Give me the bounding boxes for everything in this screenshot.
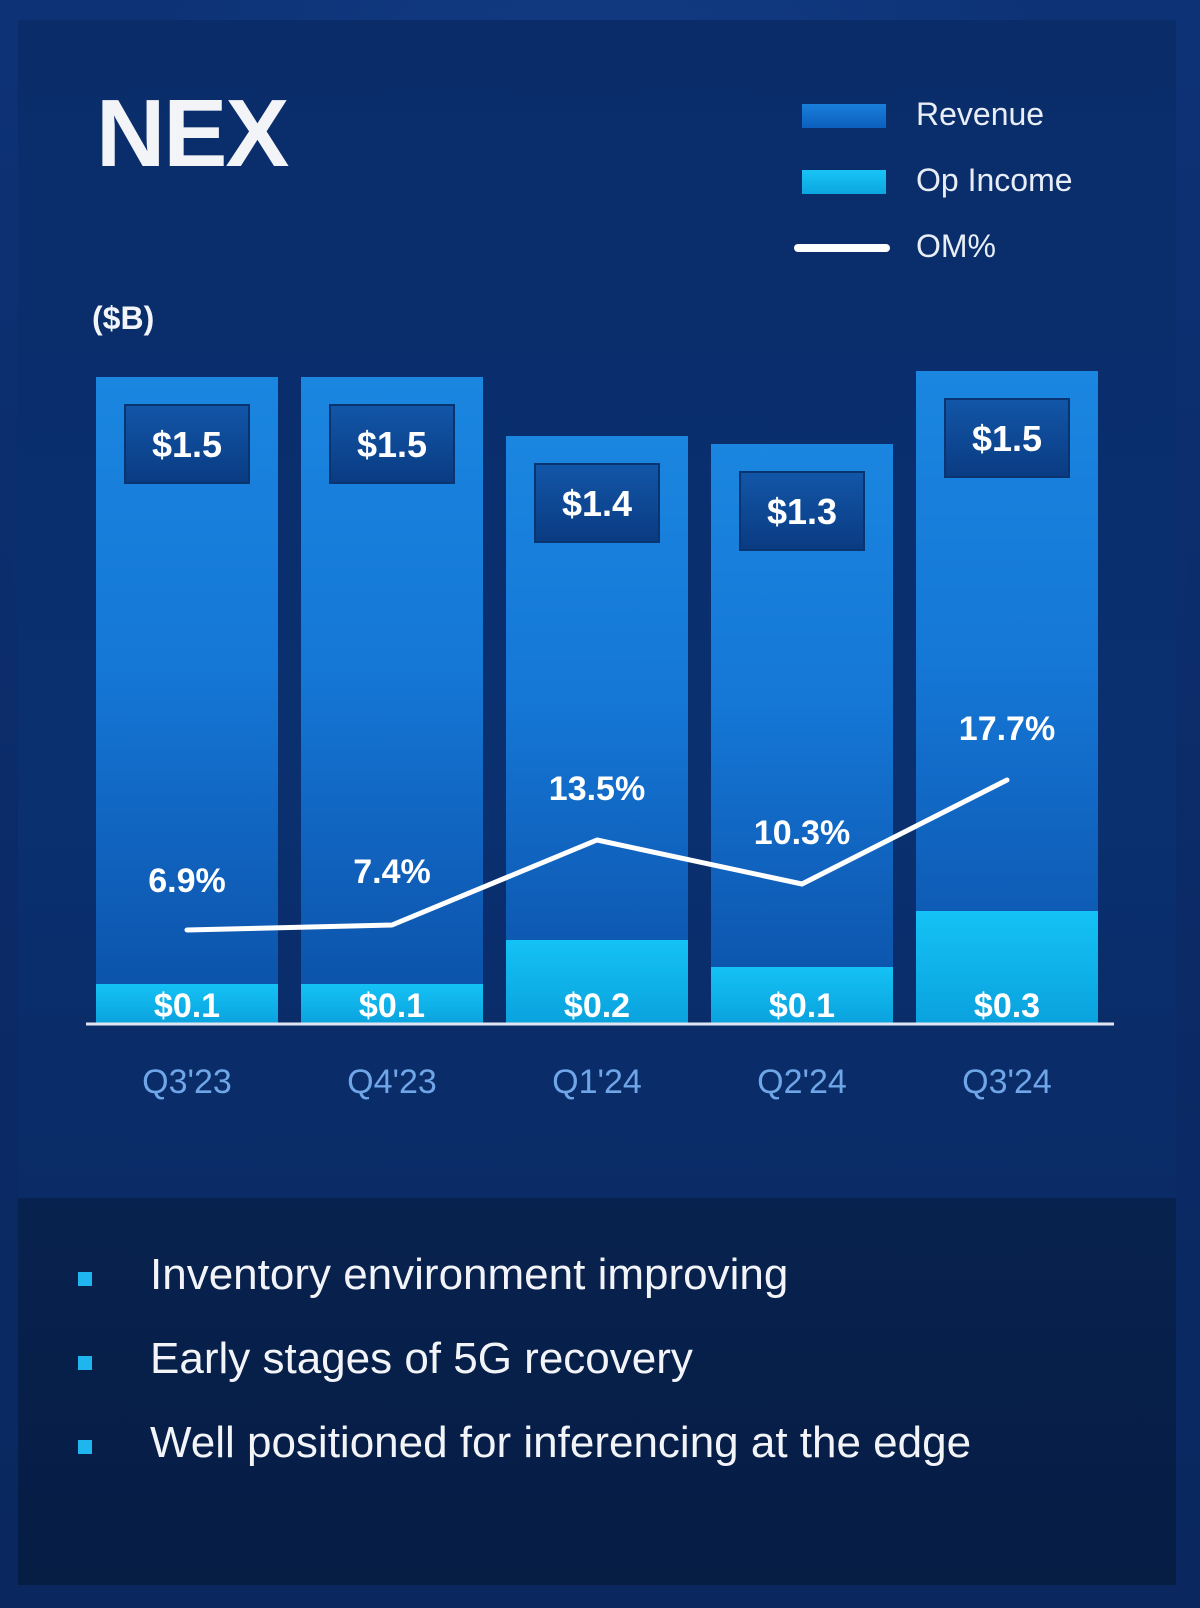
revenue-label-box <box>534 463 660 543</box>
revenue-data-label: $1.5 <box>972 418 1042 459</box>
revenue-data-label: $1.4 <box>562 483 632 524</box>
x-tick-label: Q4'23 <box>347 1063 437 1101</box>
om-data-label: 10.3% <box>754 814 850 852</box>
x-axis: Q3'23 Q4'23 Q1'24 Q2'24 Q3'24 <box>86 1022 1114 1101</box>
legend-line-om <box>794 244 890 252</box>
bullet-text: Inventory environment improving <box>150 1250 789 1299</box>
legend-item-op-income: Op Income <box>790 158 1110 198</box>
legend-label-om: OM% <box>916 228 996 264</box>
op-income-bar <box>506 940 688 1024</box>
legend: Revenue Op Income OM% <box>790 92 1110 282</box>
op-income-data-label: $0.1 <box>359 987 425 1025</box>
revenue-label-box <box>329 404 455 484</box>
bullet-square-icon <box>78 1356 92 1370</box>
revenue-data-label: $1.5 <box>357 424 427 465</box>
revenue-data-label: $1.3 <box>767 491 837 532</box>
op-income-bar <box>96 984 278 1024</box>
legend-item-om: OM% <box>790 224 1110 264</box>
legend-item-revenue: Revenue <box>790 92 1110 132</box>
bullet-square-icon <box>78 1272 92 1286</box>
op-income-data-label: $0.3 <box>974 987 1040 1025</box>
om-data-label: 6.9% <box>148 862 226 900</box>
bullet-text: Well positioned for inferencing at the e… <box>150 1418 972 1467</box>
bars <box>96 371 1098 1024</box>
om-data-label: 7.4% <box>353 853 431 891</box>
x-tick-label: Q1'24 <box>552 1063 642 1101</box>
revenue-bar <box>301 377 483 1024</box>
op-income-data-label: $0.1 <box>769 987 835 1025</box>
om-data-label: 17.7% <box>959 710 1055 748</box>
x-tick-label: Q3'24 <box>962 1063 1052 1101</box>
om-data-label: 13.5% <box>549 770 645 808</box>
revenue-bar <box>96 377 278 1024</box>
unit-label: ($B) <box>92 300 155 336</box>
chart-title: NEX <box>96 80 289 187</box>
revenue-label-box <box>739 471 865 551</box>
x-tick-label: Q2'24 <box>757 1063 847 1101</box>
legend-swatch-op-income <box>802 170 886 194</box>
revenue-label-box <box>124 404 250 484</box>
legend-label-op-income: Op Income <box>916 162 1073 198</box>
op-income-bar <box>711 967 893 1024</box>
op-income-bar <box>916 911 1098 1024</box>
revenue-data-label: $1.5 <box>152 424 222 465</box>
legend-swatch-revenue <box>802 104 886 128</box>
legend-label-revenue: Revenue <box>916 96 1045 132</box>
om-line-layer <box>184 777 1010 933</box>
bar-chart: $1.5 $0.1 6.9% $1.5 $0.1 7.4% $1.4 $0.2 13.5% $1.… <box>86 371 1114 1101</box>
op-income-bar <box>301 984 483 1024</box>
bullet-text: Early stages of 5G recovery <box>150 1334 693 1383</box>
revenue-label-box <box>944 398 1070 478</box>
om-series-line <box>184 777 1010 933</box>
bullet-square-icon <box>78 1440 92 1454</box>
op-income-data-label: $0.2 <box>564 987 630 1025</box>
data-labels: $1.5 $0.1 6.9% $1.5 $0.1 7.4% $1.4 $0.2 13.5% $1.… <box>124 398 1070 1025</box>
op-income-data-label: $0.1 <box>154 987 220 1025</box>
x-tick-label: Q3'23 <box>142 1063 232 1101</box>
bullet-panel: Inventory environment improving Early st… <box>18 1198 1176 1585</box>
